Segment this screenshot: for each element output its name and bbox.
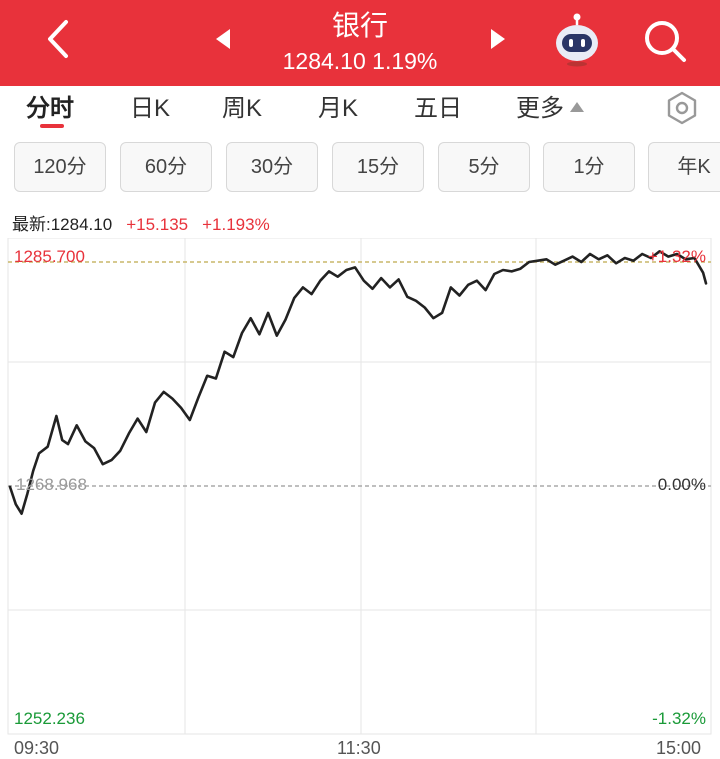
period-selector: 120分 60分 30分 15分 5分 1分 年K (0, 142, 720, 194)
period-15min[interactable]: 15分 (332, 142, 424, 192)
price-change-percent: +1.193% (202, 215, 270, 234)
pct-axis-mid-label: 0.00% (657, 475, 706, 494)
period-yearly-k[interactable]: 年K (648, 142, 720, 192)
period-30min[interactable]: 30分 (226, 142, 318, 192)
y-axis-mid-label: 1268.968 (16, 475, 87, 494)
chevron-left-icon (48, 20, 68, 58)
next-stock-button[interactable] (485, 26, 511, 52)
triangle-left-icon (216, 29, 230, 49)
tab-more-label: 更多 (516, 95, 564, 122)
chart-tabs: 分时 日K 周K 月K 五日 更多 (0, 86, 720, 134)
pct-axis-top-label: +1.32% (647, 247, 706, 266)
time-label-midday: 11:30 (337, 738, 381, 758)
price-change: +15.135 (126, 215, 189, 234)
active-tab-indicator (40, 124, 64, 128)
tab-more[interactable]: 更多 (516, 88, 584, 123)
settings-hexagon-icon (667, 91, 697, 125)
assistant-button[interactable] (546, 12, 608, 68)
page-title: 银行 (331, 10, 388, 41)
time-label-close: 15:00 (656, 738, 702, 758)
period-120min[interactable]: 120分 (14, 142, 106, 192)
tab-weekly-k[interactable]: 周K (222, 95, 263, 122)
tab-monthly-k[interactable]: 月K (318, 95, 359, 122)
period-1min[interactable]: 1分 (543, 142, 635, 192)
search-button[interactable] (638, 14, 692, 68)
caret-up-icon (570, 102, 584, 112)
tab-intraday[interactable]: 分时 (26, 95, 74, 122)
period-60min[interactable]: 60分 (120, 142, 212, 192)
latest-price: 最新:1284.10 (12, 215, 113, 234)
price-line (8, 250, 708, 515)
intraday-chart[interactable] (0, 238, 720, 735)
index-quote: 1284.10 1.19% (282, 48, 438, 74)
pct-axis-bottom-label: -1.32% (652, 709, 706, 728)
triangle-right-icon (491, 29, 505, 49)
tab-five-day[interactable]: 五日 (414, 95, 462, 122)
quote-info-row: 最新:1284.10 +15.135 +1.193% (12, 210, 284, 236)
chart-settings-button[interactable] (664, 90, 700, 126)
search-icon (645, 21, 686, 62)
period-5min[interactable]: 5分 (438, 142, 530, 192)
robot-icon (556, 13, 598, 67)
y-axis-bottom-label: 1252.236 (14, 709, 85, 728)
app-header: 银行 1284.10 1.19% (0, 0, 720, 86)
back-button[interactable] (34, 14, 80, 64)
y-axis-top-label: 1285.700 (14, 247, 85, 266)
previous-stock-button[interactable] (210, 26, 236, 52)
tab-daily-k[interactable]: 日K (130, 95, 171, 122)
time-label-open: 09:30 (14, 738, 60, 758)
